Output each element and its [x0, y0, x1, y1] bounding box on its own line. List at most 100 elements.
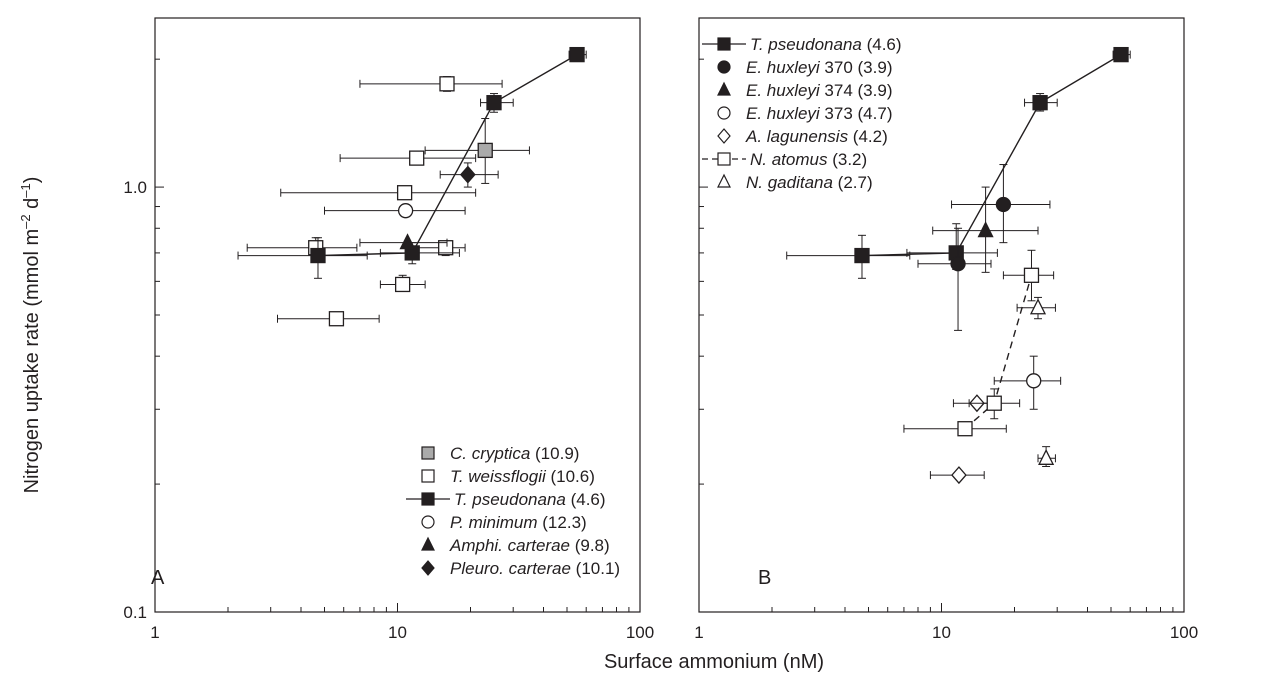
data-point [328, 311, 345, 327]
data-point [1026, 373, 1042, 389]
legend-value: (10.6) [546, 467, 595, 486]
data-point [310, 247, 326, 264]
legend-value: (10.1) [571, 559, 620, 578]
y-axis-label-sup2: –1 [18, 183, 33, 197]
legend: C. cryptica (10.9)T. weissflogii (10.6)T… [406, 444, 620, 578]
series-e-huxleyi-373 [993, 355, 1062, 410]
series-c-cryptica [424, 118, 530, 184]
legend-species-name: N. atomus [750, 150, 828, 169]
legend-label: N. atomus (3.2) [750, 150, 867, 169]
x-axis-label: Surface ammonium (nM) [604, 651, 824, 673]
data-point [995, 196, 1012, 213]
legend-label: C. cryptica (10.9) [450, 444, 579, 463]
data-point [986, 395, 1002, 411]
series-t-weissflogii [246, 76, 503, 327]
series-e-huxleyi-374 [932, 186, 1039, 273]
series-e-huxleyi-370 [917, 164, 1051, 331]
y-tick-label: 1.0 [123, 178, 147, 197]
legend-marker [717, 81, 731, 96]
legend-species-name: E. huxleyi [746, 58, 821, 77]
legend-strain: 373 [820, 104, 853, 123]
legend-value: (2.7) [833, 173, 873, 192]
series-line [317, 54, 578, 257]
series-n-gaditana [1016, 296, 1056, 468]
legend: T. pseudonana (4.6)E. huxleyi 370 (3.9)E… [702, 35, 902, 192]
legend-species-name: T. pseudonana [750, 35, 862, 54]
legend-species-name: P. minimum [450, 513, 538, 532]
data-point [854, 247, 870, 264]
legend-value: (9.8) [570, 536, 610, 555]
data-point [396, 185, 413, 201]
data-point [977, 221, 994, 238]
data-point [951, 466, 967, 485]
legend-value: (3.2) [827, 150, 867, 169]
legend-marker [421, 469, 435, 483]
series-line [861, 54, 1122, 257]
y-axis-label-sup1: –2 [18, 214, 33, 228]
legend-label: Amphi. carterae (9.8) [449, 536, 610, 555]
legend-species-name: N. gaditana [746, 173, 833, 192]
data-point [1113, 46, 1129, 63]
panel-label: A [151, 567, 165, 589]
legend-marker [717, 128, 731, 144]
legend-species-name: E. huxleyi [746, 81, 821, 100]
legend-marker [717, 152, 731, 166]
legend-marker [421, 492, 435, 506]
legend-value: (4.6) [862, 35, 902, 54]
data-point [399, 233, 416, 250]
legend-label: T. pseudonana (4.6) [750, 35, 902, 54]
legend-species-name: T. weissflogii [450, 467, 547, 486]
series-t-pseudonana [237, 46, 587, 279]
legend-value: (4.2) [848, 127, 888, 146]
data-point [438, 240, 454, 256]
legend-label: N. gaditana (2.7) [746, 173, 873, 192]
legend-marker [717, 106, 731, 120]
legend-value: (4.7) [853, 104, 893, 123]
y-axis-label-main: Nitrogen uptake rate (mmol m [21, 229, 43, 494]
series-amphi-carterae [359, 233, 448, 250]
data-point [409, 150, 425, 166]
legend-label: P. minimum (12.3) [450, 513, 587, 532]
legend-marker [717, 60, 731, 74]
legend-label: E. huxleyi 373 (4.7) [746, 104, 892, 123]
x-tick-label: 1 [150, 623, 159, 642]
x-tick-label: 100 [1170, 623, 1198, 642]
legend-label: A. lagunensis (4.2) [745, 127, 888, 146]
series-p-minimum [324, 203, 466, 219]
legend-marker [421, 446, 435, 460]
data-point [459, 165, 476, 184]
legend-species-name: Pleuro. carterae [450, 559, 571, 578]
legend-value: (3.9) [853, 81, 893, 100]
data-point [950, 256, 966, 272]
data-point [397, 203, 414, 219]
legend-marker [421, 560, 435, 576]
series-pleuro-carterae [439, 162, 499, 188]
legend-marker [421, 536, 435, 551]
data-point [477, 142, 493, 159]
data-point [957, 421, 973, 437]
legend-value: (4.6) [566, 490, 606, 509]
legend-value: (12.3) [538, 513, 587, 532]
legend-marker [717, 173, 731, 188]
legend-strain: 370 [820, 58, 853, 77]
data-point [1023, 267, 1040, 283]
series-t-pseudonana [786, 46, 1131, 279]
x-tick-label: 10 [932, 623, 951, 642]
legend-label: T. weissflogii (10.6) [450, 467, 595, 486]
series-n-atomus [903, 249, 1055, 437]
data-point [439, 76, 455, 92]
y-axis-label-mid: d [21, 198, 43, 215]
legend-species-name: E. huxleyi [746, 104, 821, 123]
legend-label: E. huxleyi 374 (3.9) [746, 81, 892, 100]
x-tick-label: 10 [388, 623, 407, 642]
legend-species-name: C. cryptica [450, 444, 530, 463]
data-point [1032, 95, 1048, 111]
legend-label: T. pseudonana (4.6) [454, 490, 606, 509]
legend-species-name: A. lagunensis [745, 127, 849, 146]
x-tick-label: 100 [626, 623, 654, 642]
data-point [486, 95, 502, 111]
data-point [1029, 298, 1047, 315]
panel-label: B [758, 567, 771, 589]
data-point [569, 46, 585, 63]
